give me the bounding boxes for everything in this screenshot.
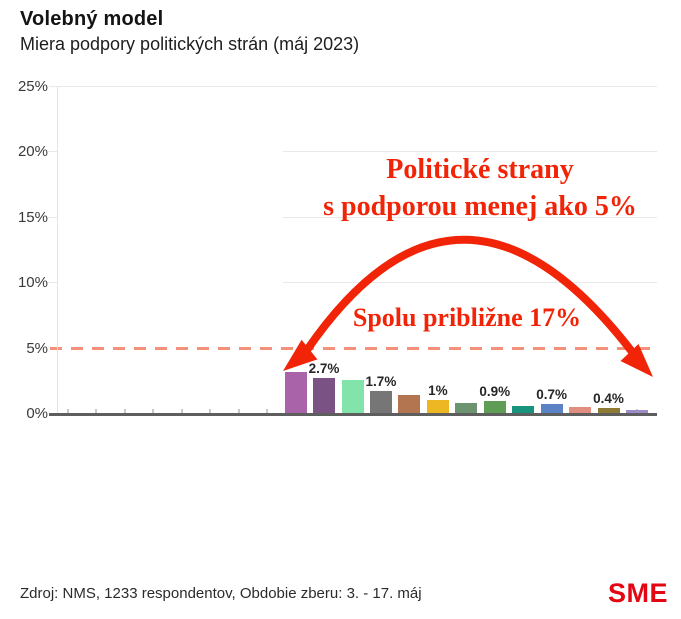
annotation-heading: Politické strany s podporou menej ako 5% — [270, 151, 681, 225]
bar-value-label: 0.9% — [479, 384, 511, 399]
x-axis-tick — [209, 409, 212, 413]
y-axis-label: 10% — [17, 274, 48, 292]
annotation-heading-line2: s podporou menej ako 5% — [323, 191, 637, 222]
gridline-stub — [48, 216, 57, 218]
gridline — [283, 216, 657, 218]
bar — [398, 395, 421, 413]
bar — [512, 406, 535, 413]
bar-value-label: 2.7% — [308, 361, 340, 376]
x-axis-line — [49, 413, 657, 416]
bar — [455, 403, 478, 413]
x-axis-tick — [237, 409, 240, 413]
y-axis-label: 5% — [26, 339, 48, 357]
gridline — [49, 86, 657, 87]
page-subtitle: Miera podpory politických strán (máj 202… — [20, 34, 360, 54]
bar — [313, 378, 336, 413]
bar — [626, 410, 648, 413]
bar — [341, 380, 364, 413]
y-axis-label: 15% — [17, 208, 48, 226]
bar — [483, 401, 506, 413]
bar — [569, 407, 592, 413]
page-title: Volebný model — [20, 8, 164, 30]
bar-value-label: 1% — [428, 383, 448, 398]
bar — [540, 404, 563, 413]
x-axis-tick — [95, 409, 98, 413]
x-axis-tick — [67, 409, 69, 413]
gridline-stub — [48, 151, 57, 153]
gridline — [283, 282, 657, 284]
bar-value-label: 1.7% — [365, 374, 397, 389]
y-axis-label: 0% — [26, 405, 48, 422]
x-axis-tick — [123, 409, 126, 413]
bar — [597, 408, 620, 413]
sme-logo: SME — [607, 578, 668, 608]
gridline-stub — [48, 282, 57, 284]
y-axis-label: 25% — [17, 78, 48, 95]
plot-left-border — [57, 86, 58, 413]
x-axis-tick — [152, 409, 155, 413]
bar-value-label: 0.4% — [593, 391, 624, 406]
threshold-line-5pct — [50, 346, 653, 350]
x-axis-tick — [180, 409, 183, 413]
annotation-arc-label: Spolu približne 17% — [352, 303, 582, 332]
source-note: Zdroj: NMS, 1233 respondentov, Obdobie z… — [20, 585, 422, 602]
x-axis-tick — [266, 409, 269, 413]
annotation-heading-line1: Politické strany — [386, 154, 574, 185]
bar — [426, 400, 449, 413]
bar — [369, 391, 392, 413]
bar-value-label: 0.7% — [536, 387, 568, 402]
gridline — [283, 151, 657, 153]
bar — [284, 372, 307, 413]
y-axis-label: 20% — [17, 143, 48, 161]
